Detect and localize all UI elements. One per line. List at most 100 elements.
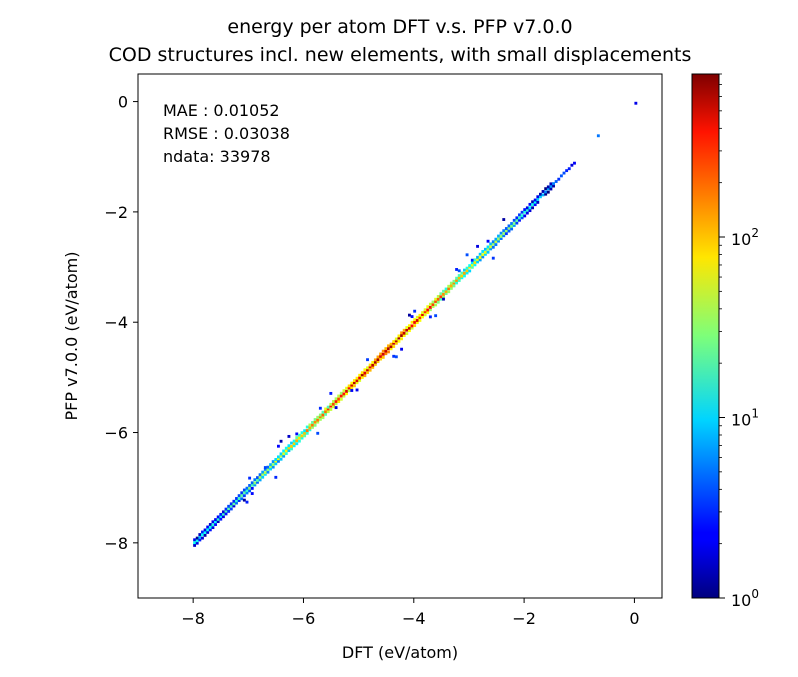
heatmap-cell: [539, 192, 542, 196]
heatmap-cell: [324, 410, 328, 414]
heatmap-cell: [274, 475, 278, 479]
heatmap-cell: [381, 349, 385, 353]
heatmap-cell: [515, 216, 519, 220]
heatmap-cell: [371, 360, 375, 364]
heatmap-cell: [350, 383, 354, 387]
heatmap-cell: [384, 352, 388, 356]
heatmap-cell: [518, 218, 521, 222]
heatmap-cell: [368, 365, 372, 369]
heatmap-cell: [248, 476, 252, 480]
heatmap-cell: [483, 252, 487, 256]
heatmap-cell: [282, 452, 286, 456]
heatmap-cell: [261, 472, 265, 476]
heatmap-cell: [318, 413, 322, 417]
heatmap-cell: [360, 376, 364, 379]
heatmap-cell: [489, 245, 493, 249]
heatmap-cell: [502, 232, 506, 236]
heatmap-cell: [491, 242, 495, 246]
colorbar-tick-label: 100: [731, 587, 759, 610]
heatmap-cell: [452, 279, 456, 283]
heatmap-cell: [387, 350, 390, 354]
heatmap-cell: [229, 507, 233, 511]
heatmap-cell: [392, 340, 396, 343]
heatmap-cell: [634, 101, 638, 105]
y-axis-label: PFP v7.0.0 (eV/atom): [62, 252, 81, 421]
heatmap-cell: [203, 531, 207, 534]
heatmap-cell: [518, 216, 521, 220]
heatmap-cell: [358, 373, 362, 377]
heatmap-cell: [313, 418, 317, 421]
heatmap-cell: [502, 234, 506, 238]
heatmap-cell: [358, 376, 362, 380]
heatmap-cell: [263, 467, 267, 471]
heatmap-cell: [282, 454, 286, 458]
heatmap-cell: [452, 284, 456, 288]
heatmap-cell: [442, 292, 445, 296]
heatmap-cell: [256, 480, 259, 484]
heatmap-cell: [256, 476, 259, 480]
heatmap-cell: [235, 501, 238, 505]
heatmap-cell: [305, 425, 309, 429]
heatmap-cell: [528, 209, 532, 213]
heatmap-cell: [421, 315, 424, 319]
heatmap-cell: [455, 278, 459, 282]
heatmap-cell: [195, 536, 199, 540]
heatmap-cell: [379, 352, 383, 356]
heatmap-cell: [269, 465, 273, 468]
heatmap-cell: [305, 431, 309, 435]
heatmap-cell: [463, 274, 466, 278]
heatmap-cell: [394, 339, 398, 343]
heatmap-cell: [263, 472, 267, 476]
heatmap-cell: [277, 444, 280, 448]
heatmap-cell: [444, 287, 448, 291]
heatmap-cell: [389, 342, 393, 346]
heatmap-cell: [350, 386, 354, 390]
heatmap-cell: [334, 402, 338, 406]
heatmap-cell: [366, 366, 369, 370]
heatmap-cell: [250, 483, 254, 487]
heatmap-cell: [214, 523, 217, 526]
heatmap-cell: [334, 397, 338, 401]
heatmap-cell: [248, 484, 252, 487]
heatmap-cell: [316, 431, 320, 435]
heatmap-cell: [318, 417, 322, 421]
heatmap-cell: [248, 489, 252, 493]
heatmap-cell: [533, 198, 537, 202]
heatmap-cell: [465, 269, 469, 273]
heatmap-cell: [376, 360, 380, 364]
heatmap-cell: [442, 289, 445, 293]
heatmap-cell: [520, 214, 524, 217]
heatmap-cell: [316, 420, 320, 424]
heatmap-cell: [397, 339, 401, 343]
heatmap-cell: [483, 247, 487, 251]
heatmap-cell: [402, 331, 406, 335]
heatmap-cell: [536, 198, 540, 201]
heatmap-cell: [544, 190, 548, 194]
y-tick-label: −4: [104, 313, 128, 332]
heatmap-cell: [470, 265, 474, 269]
heatmap-cell: [546, 187, 550, 191]
heatmap-cell: [339, 394, 343, 398]
heatmap-cell: [342, 392, 346, 396]
heatmap-cell: [400, 337, 404, 341]
heatmap-cell: [512, 218, 516, 222]
heatmap-cell: [284, 446, 288, 450]
heatmap-cell: [510, 224, 514, 228]
heatmap-cell: [308, 423, 312, 427]
heatmap-cell: [366, 358, 369, 362]
heatmap-cell: [596, 134, 600, 138]
heatmap-cell: [486, 247, 490, 251]
heatmap-cell: [507, 229, 511, 233]
heatmap-cell: [392, 354, 396, 358]
heatmap-cell: [428, 315, 432, 319]
heatmap-cell: [329, 402, 333, 406]
heatmap-cell: [389, 345, 393, 349]
heatmap-cell: [308, 426, 312, 430]
heatmap-cell: [269, 463, 273, 467]
heatmap-cell: [531, 200, 535, 204]
heatmap-cell: [240, 497, 244, 501]
heatmap-cell: [544, 192, 548, 196]
heatmap-cell: [499, 235, 503, 238]
heatmap-cell: [415, 315, 419, 319]
heatmap-cell: [512, 222, 516, 226]
